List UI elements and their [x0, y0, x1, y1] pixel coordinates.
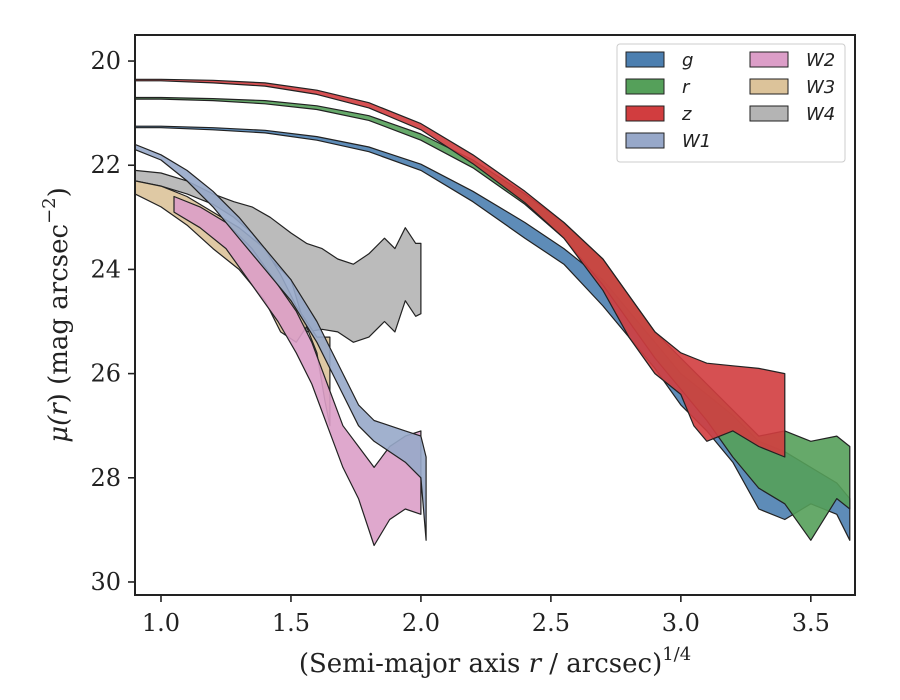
x-tick-label: 3.0	[662, 609, 700, 637]
legend-swatch-W3	[749, 78, 789, 95]
x-axis-label: (Semi-major axis r / arcsec)1/4	[299, 644, 691, 679]
legend-label-W2: W2	[806, 50, 835, 71]
y-tick-label: 20	[90, 47, 121, 75]
legend-swatch-W2	[749, 51, 789, 68]
legend-swatch-W4	[749, 105, 789, 122]
y-axis: 20 22 24 26 28 30	[90, 47, 135, 596]
series-band-z	[135, 78, 786, 458]
legend-swatch-g	[625, 51, 665, 68]
x-tick-label: 1.5	[272, 609, 310, 637]
y-tick-label: 28	[90, 464, 121, 492]
legend-label-z: z	[681, 104, 692, 125]
plot-frame	[134, 34, 856, 596]
y-tick-label: 30	[90, 568, 121, 596]
legend-box	[616, 43, 846, 163]
y-tick-label: 22	[90, 151, 121, 179]
legend-label-r: r	[682, 77, 691, 98]
x-tick-label: 2.0	[402, 609, 440, 637]
legend-label-W3: W3	[806, 77, 835, 98]
x-tick-label: 3.5	[792, 609, 830, 637]
x-axis: 1.0 1.5 2.0 2.5 3.0 3.5	[142, 595, 830, 637]
legend-swatch-z	[625, 105, 665, 122]
legend-label-g: g	[682, 50, 693, 71]
y-tick-label: 24	[90, 255, 121, 283]
x-tick-label: 1.0	[142, 609, 180, 637]
series-band-W1	[135, 143, 427, 541]
y-tick-label: 26	[90, 360, 121, 388]
legend-label-W1: W1	[682, 131, 711, 152]
legend-label-W4: W4	[806, 104, 835, 125]
series-layer	[135, 78, 851, 547]
legend: grz W1 W2 W3 W4	[616, 43, 846, 163]
x-tick-label: 2.5	[532, 609, 570, 637]
series-band-g	[135, 125, 851, 541]
series-band-W2	[173, 195, 422, 547]
legend-swatch-r	[625, 78, 665, 95]
y-axis-label: μ(r) (mag arcsec−2)	[39, 187, 74, 443]
legend-swatch-W1	[625, 132, 665, 149]
